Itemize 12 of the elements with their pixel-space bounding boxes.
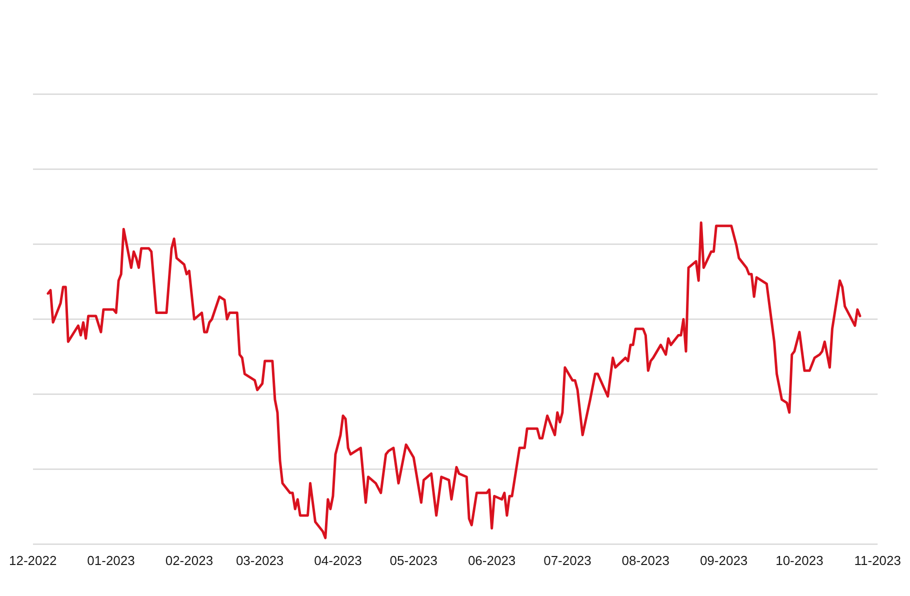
x-tick-label: 07-2023 xyxy=(544,552,592,568)
x-tick-label: 10-2023 xyxy=(776,552,824,568)
x-tick-label: 02-2023 xyxy=(165,552,214,568)
x-tick-label: 08-2023 xyxy=(622,552,670,568)
x-tick-label: 12-2022 xyxy=(8,552,57,568)
x-tick-label: 11-2023 xyxy=(854,552,902,568)
x-tick-label: 04-2023 xyxy=(314,552,362,568)
x-tick-label: 06-2023 xyxy=(468,552,516,568)
x-tick-label: 01-2023 xyxy=(87,552,135,568)
x-tick-label: 05-2023 xyxy=(390,552,438,568)
x-tick-label: 03-2023 xyxy=(236,552,284,568)
x-tick-label: 09-2023 xyxy=(700,552,748,568)
